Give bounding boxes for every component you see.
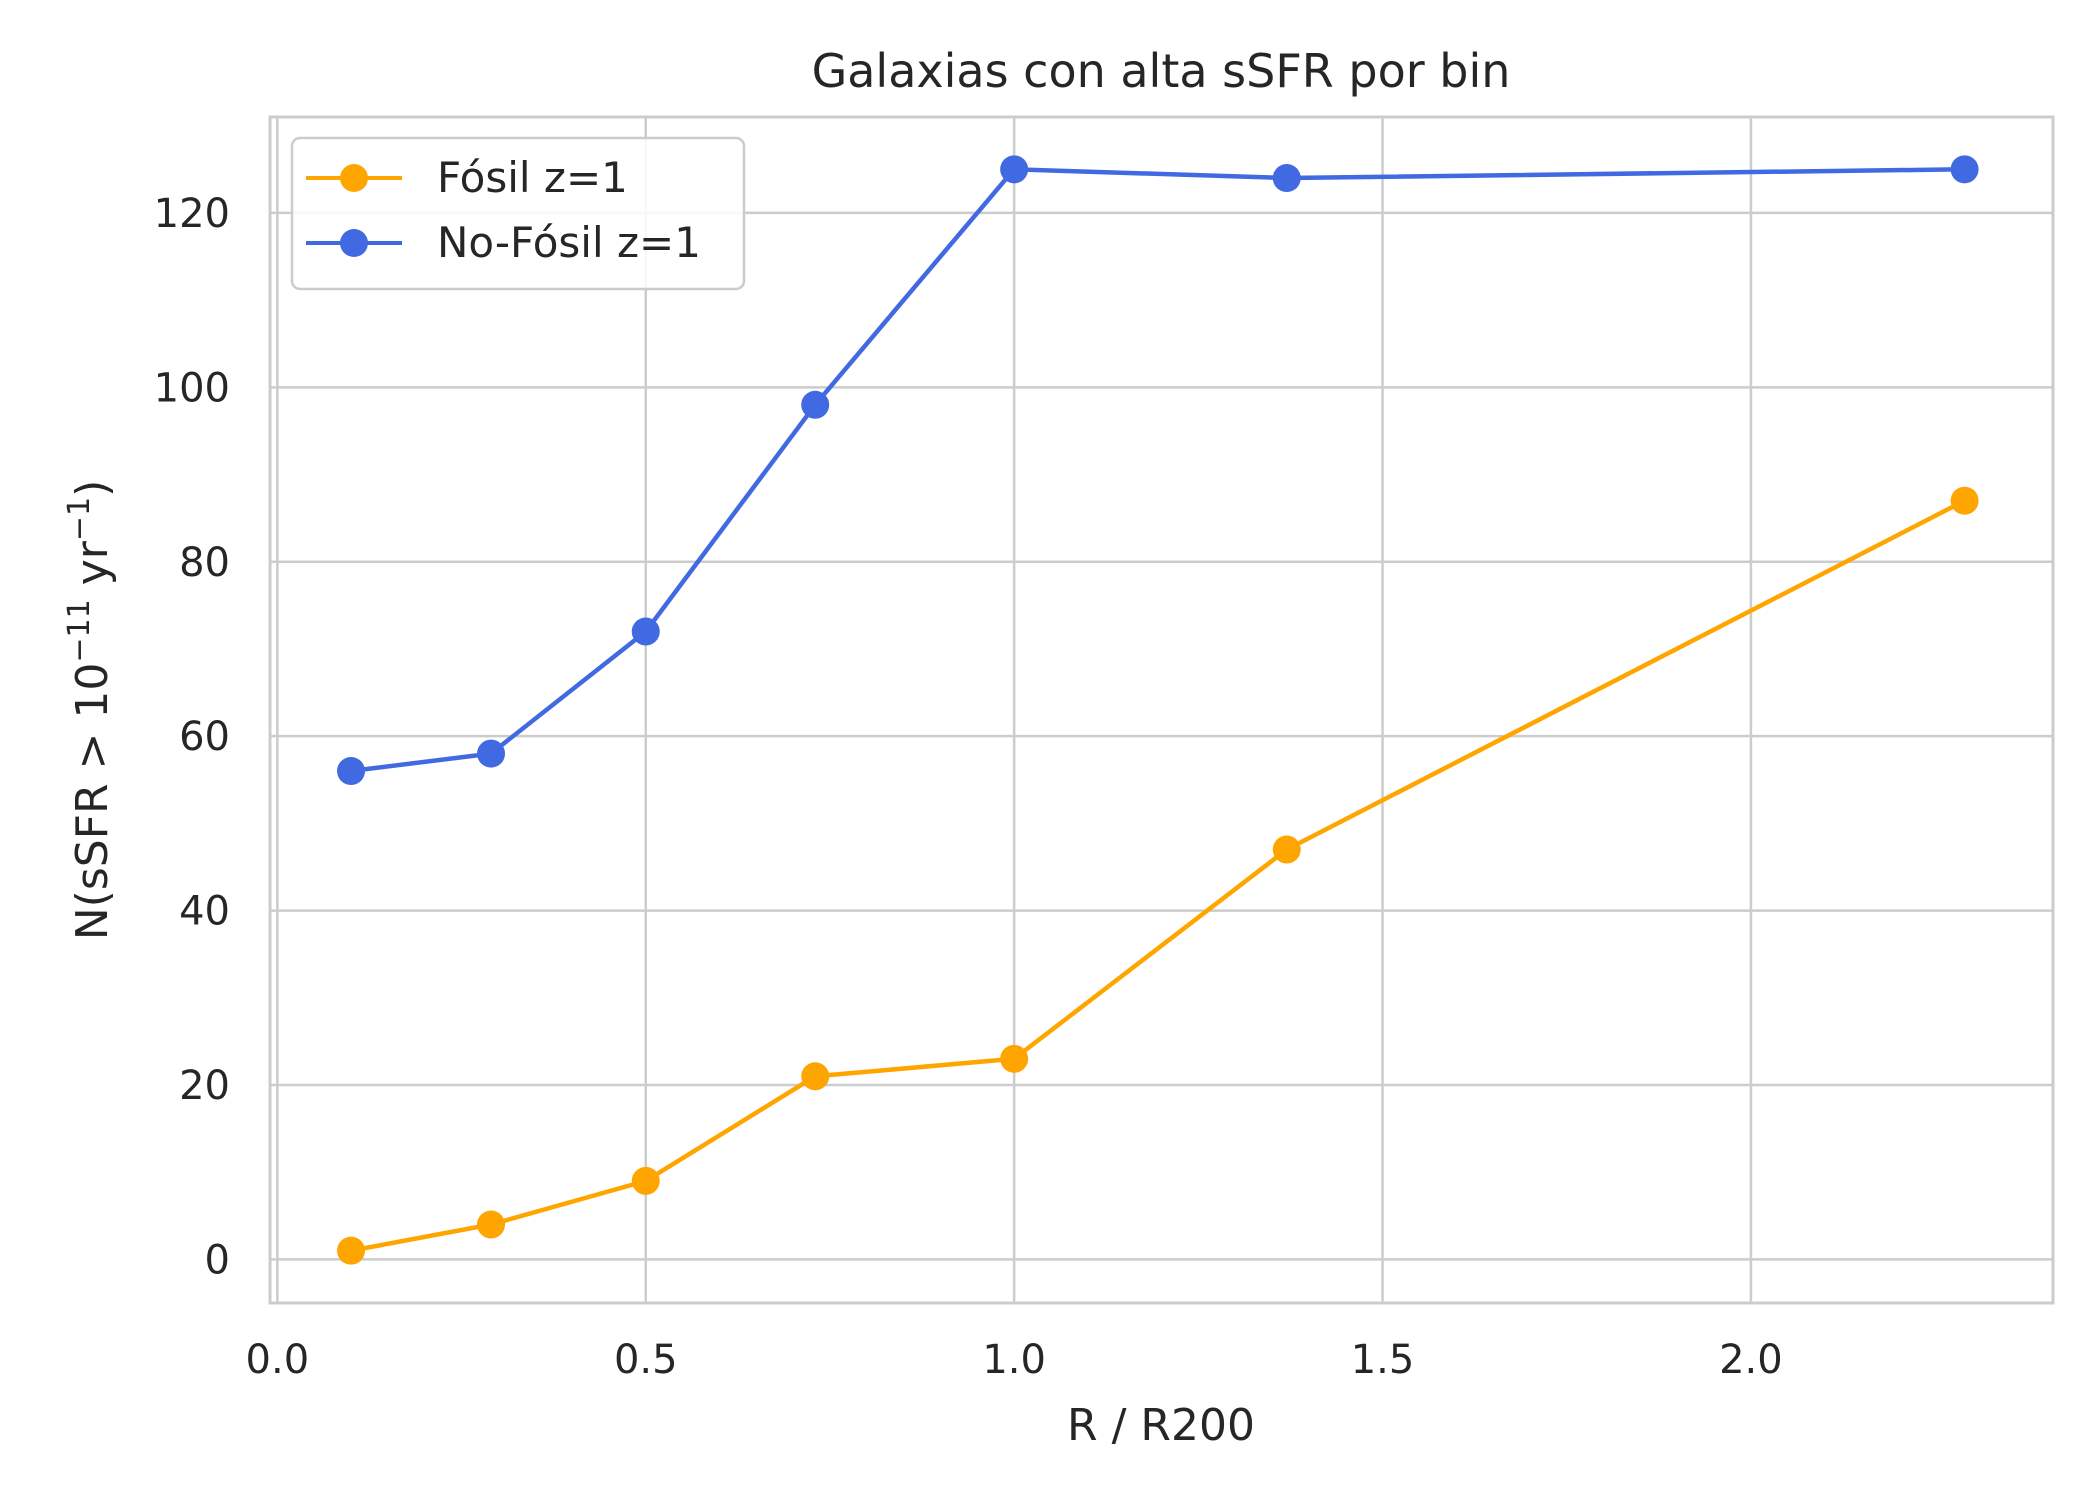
data-point xyxy=(1950,155,1979,184)
y-axis-title: N(sSFR > 10−11 yr−1) xyxy=(62,480,118,941)
legend: Fósil z=1 No-Fósil z=1 xyxy=(290,136,746,291)
series-line xyxy=(350,498,1966,1253)
y-axis-title-exponent-1: −11 xyxy=(62,599,97,662)
x-tick-labels: 0.0 0.5 1.0 1.5 2.0 xyxy=(246,1337,1783,1383)
data-point xyxy=(1000,155,1029,184)
chart-title: Galaxias con alta sSFR por bin xyxy=(812,44,1511,98)
legend-box xyxy=(290,136,746,291)
plot-frame xyxy=(268,115,2055,1305)
y-tick-labels: 0 20 40 60 80 100 120 xyxy=(154,191,230,1283)
grid xyxy=(270,117,2053,1303)
x-tick-label: 0.5 xyxy=(614,1337,678,1383)
data-point xyxy=(1000,1044,1029,1073)
data-point xyxy=(631,1166,660,1195)
y-tick-label: 100 xyxy=(154,365,230,411)
x-tick-label: 0.0 xyxy=(246,1337,310,1383)
x-tick-label: 1.5 xyxy=(1351,1337,1415,1383)
data-point xyxy=(801,1062,830,1091)
legend-label-no-fosil: No-Fósil z=1 xyxy=(437,218,701,267)
x-tick-label: 1.0 xyxy=(982,1337,1046,1383)
data-point xyxy=(337,1236,366,1265)
y-tick-label: 40 xyxy=(179,889,230,935)
y-axis-title-suffix: ) xyxy=(67,480,118,497)
legend-marker-fosil xyxy=(340,164,368,192)
y-tick-label: 120 xyxy=(154,191,230,237)
y-tick-label: 0 xyxy=(205,1237,230,1283)
data-point xyxy=(477,1210,506,1239)
data-point xyxy=(1272,164,1301,193)
y-axis-title-mid: yr xyxy=(67,540,118,599)
y-tick-label: 20 xyxy=(179,1063,230,1109)
legend-label-fosil: Fósil z=1 xyxy=(437,153,628,202)
data-point xyxy=(801,390,830,419)
y-tick-label: 80 xyxy=(179,540,230,586)
y-axis-title-prefix: N(sSFR > 10 xyxy=(67,663,118,941)
y-tick-label: 60 xyxy=(179,714,230,760)
data-point xyxy=(477,739,506,768)
y-axis-title-exponent-2: −1 xyxy=(62,497,97,541)
data-point xyxy=(1272,835,1301,864)
x-tick-label: 2.0 xyxy=(1719,1337,1783,1383)
data-point xyxy=(631,617,660,646)
series-layer xyxy=(337,155,1979,1265)
data-point xyxy=(1950,486,1979,515)
data-point xyxy=(337,757,366,786)
x-axis-title: R / R200 xyxy=(1067,1400,1255,1451)
legend-marker-no-fosil xyxy=(340,229,368,257)
